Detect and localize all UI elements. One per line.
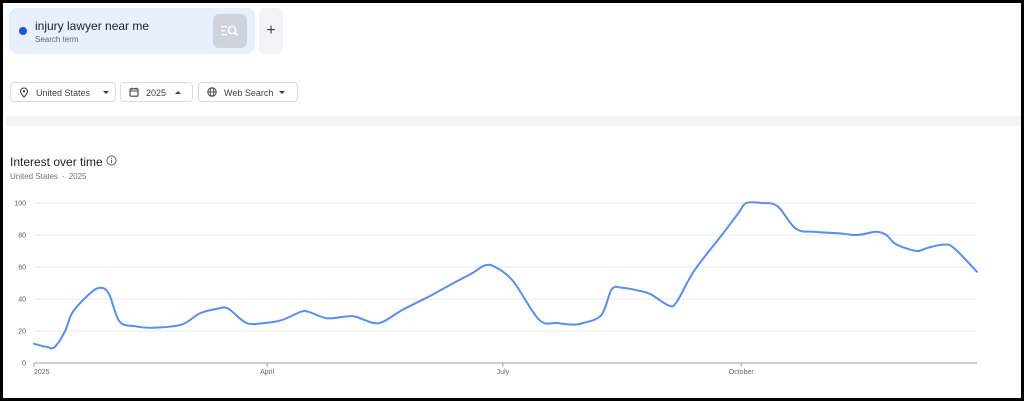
add-comparison-button[interactable]: +	[259, 8, 283, 54]
search-term-subtitle: Search term	[35, 35, 79, 44]
interest-over-time-chart: 0 20 40 60 80 100 2025 April July October	[14, 201, 978, 376]
y-tick-label: 100	[14, 201, 26, 208]
y-tick-label: 40	[18, 297, 26, 304]
x-tick-label: July	[497, 369, 510, 376]
search-term-name[interactable]: injury lawyer near me	[35, 19, 150, 33]
property-filter-dropdown[interactable]: Web Search	[198, 82, 298, 102]
chart-subtitle-year: 2025	[68, 172, 87, 181]
property-filter-label: Web Search	[224, 88, 274, 98]
info-icon[interactable]	[106, 155, 117, 166]
chart-subtitle: United States · 2025	[10, 172, 87, 181]
term-color-dot	[19, 27, 27, 35]
x-tick-label: October	[729, 369, 755, 376]
y-tick-label: 0	[22, 361, 26, 368]
chart-subtitle-separator: ·	[62, 172, 65, 181]
chart-title: Interest over time	[10, 155, 103, 169]
series-line	[33, 201, 978, 350]
section-divider	[6, 116, 1021, 126]
chevron-down-icon	[103, 91, 109, 94]
list-search-icon	[221, 25, 239, 37]
year-filter-label: 2025	[146, 88, 167, 98]
chevron-up-icon	[175, 91, 181, 94]
y-tick-label: 80	[18, 233, 26, 240]
chevron-down-icon	[279, 91, 285, 94]
geo-filter-label: United States	[36, 88, 91, 98]
search-refine-button[interactable]	[213, 14, 247, 48]
y-tick-label: 60	[18, 265, 26, 272]
y-tick-label: 20	[18, 329, 26, 336]
x-tick-label: April	[260, 369, 274, 376]
chart-subtitle-geo: United States	[10, 172, 59, 181]
globe-icon	[207, 87, 217, 97]
year-filter-dropdown[interactable]: 2025	[120, 82, 193, 102]
calendar-icon	[129, 87, 139, 97]
x-tick-label: 2025	[34, 369, 50, 376]
search-term-card[interactable]: injury lawyer near me Search term	[9, 8, 255, 54]
location-pin-icon	[19, 87, 29, 98]
geo-filter-dropdown[interactable]: United States	[10, 82, 116, 102]
